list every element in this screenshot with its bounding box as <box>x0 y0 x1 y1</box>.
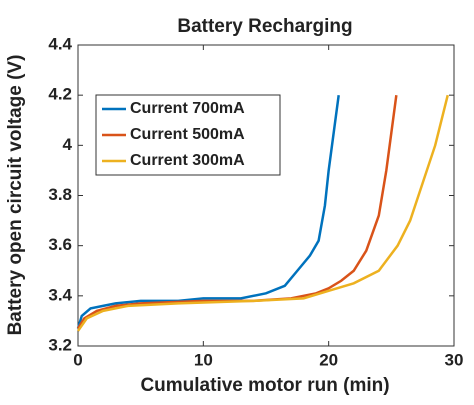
chart-title: Battery Recharging <box>177 16 352 37</box>
y-tick-label: 3.8 <box>48 185 72 204</box>
y-tick-label: 4.2 <box>48 85 72 104</box>
x-tick-label: 10 <box>194 350 213 369</box>
y-tick-label: 3.2 <box>48 335 72 354</box>
legend-label: Current 500mA <box>130 126 245 143</box>
legend-label: Current 300mA <box>130 152 245 169</box>
y-tick-label: 3.4 <box>48 285 72 304</box>
x-tick-label: 0 <box>73 350 82 369</box>
legend-label: Current 700mA <box>130 100 245 117</box>
y-axis-title: Battery open circuit voltage (V) <box>5 55 26 336</box>
data-line <box>76 94 449 332</box>
x-tick-label: 30 <box>445 350 464 369</box>
y-tick-label: 4.4 <box>48 34 72 53</box>
y-tick-label: 4 <box>63 135 73 154</box>
x-tick-label: 20 <box>319 350 338 369</box>
x-axis-title: Cumulative motor run (min) <box>140 375 389 396</box>
data-line <box>76 95 340 329</box>
y-tick-label: 3.6 <box>48 235 72 254</box>
legend-box <box>95 94 281 176</box>
